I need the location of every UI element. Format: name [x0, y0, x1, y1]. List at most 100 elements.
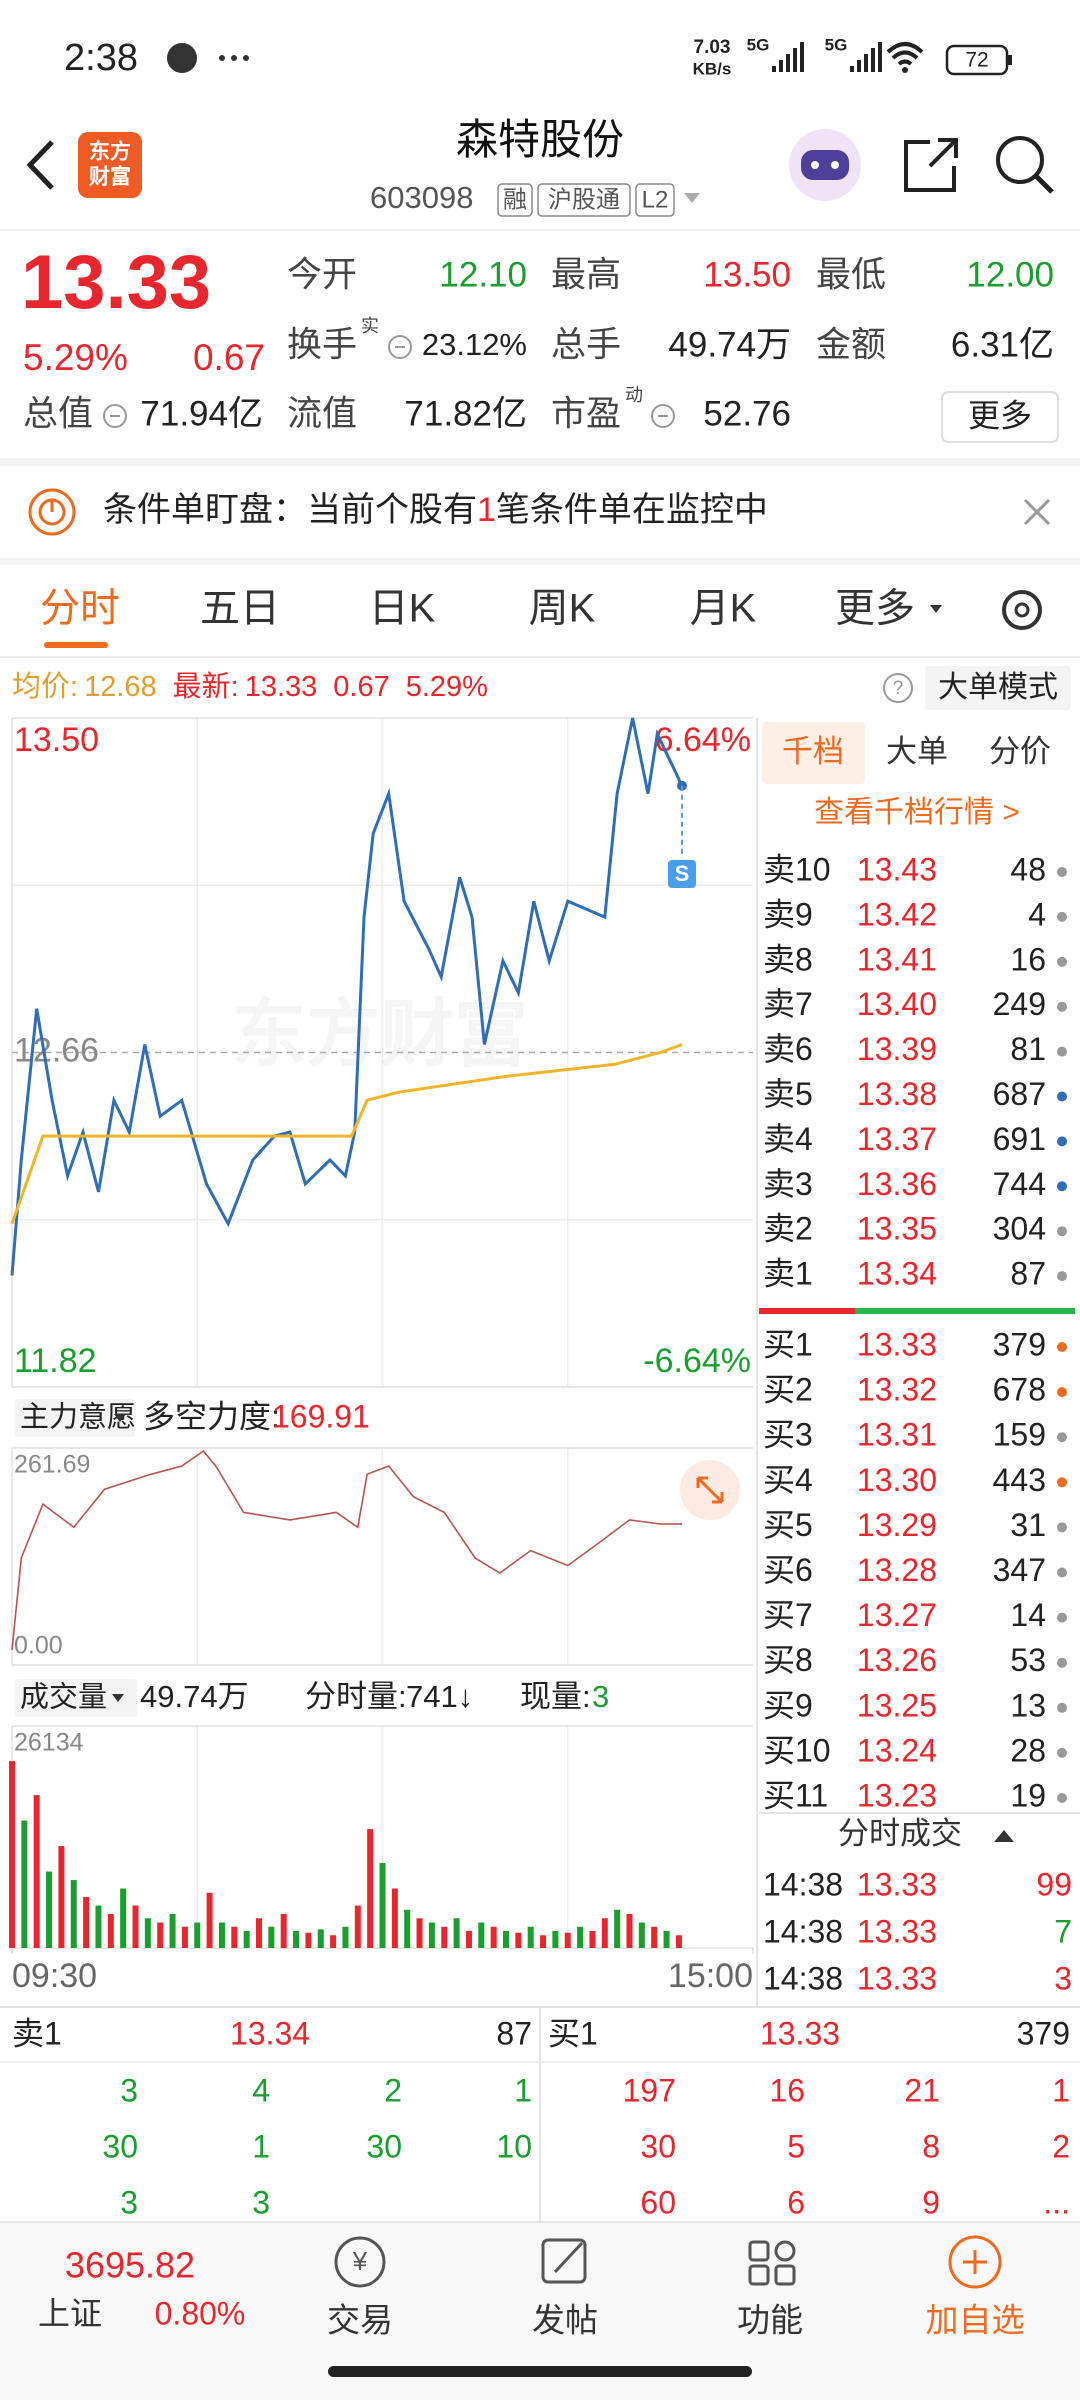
trades-title[interactable]: 分时成交 — [838, 1816, 962, 1851]
volume-bar — [441, 1926, 448, 1948]
notice-close[interactable] — [1023, 498, 1051, 526]
depth-volume: 81 — [1010, 1031, 1046, 1067]
share-button[interactable] — [904, 138, 958, 192]
ask-queue-volume: 30 — [366, 2128, 402, 2164]
quote-value: 71.94亿 — [140, 394, 263, 433]
depth-dot — [1057, 1181, 1067, 1192]
last-change: 0.67 — [333, 671, 389, 703]
bid-queue-volume: ... — [1043, 2184, 1070, 2220]
nav-icon-glyph: ¥ — [352, 2246, 368, 2276]
ask-queue-volume: 1 — [514, 2072, 532, 2108]
bid-queue-volume: 30 — [640, 2128, 676, 2164]
volume-bar — [21, 1820, 28, 1948]
quote-value: 52.76 — [703, 394, 791, 433]
volume-bar — [465, 1931, 472, 1948]
depth-label: 买10 — [763, 1732, 831, 1768]
nav-item[interactable]: 交易 — [327, 2302, 393, 2339]
signal-badge-letter: S — [675, 861, 690, 886]
indicator-label: 多空力度: — [143, 1398, 280, 1434]
quote-value: 23.12% — [422, 327, 527, 362]
depth-tab[interactable]: 大单 — [886, 734, 948, 769]
assistant-face — [801, 150, 849, 180]
depth-label: 买5 — [763, 1507, 813, 1543]
x-tick-label: 09:30 — [12, 1957, 97, 1995]
volume-bar — [206, 1892, 213, 1948]
depth-tab[interactable]: 分价 — [989, 734, 1051, 769]
bid-queue-volume: 2 — [1052, 2128, 1070, 2164]
depth-dot — [1057, 1702, 1067, 1713]
period-tab[interactable]: 周K — [529, 587, 596, 631]
depth-price: 13.36 — [857, 1166, 937, 1202]
period-tab[interactable]: 更多 — [835, 587, 915, 631]
nav-item[interactable]: 加自选 — [926, 2302, 1025, 2339]
trade-time: 14:38 — [763, 1866, 843, 1902]
depth-split-green — [855, 1308, 1075, 1314]
depth-volume: 4 — [1028, 896, 1046, 932]
trade-price: 13.33 — [857, 1913, 937, 1949]
trade-volume: 99 — [1036, 1866, 1072, 1902]
nav-icon — [748, 2264, 770, 2286]
volume-bar — [231, 1926, 238, 1948]
stock-code: 603098 — [370, 180, 473, 215]
period-tab[interactable]: 月K — [690, 587, 757, 631]
last-price: 13.33 — [21, 240, 211, 325]
nav-item[interactable]: 发帖 — [532, 2302, 598, 2339]
change-pct: 5.29% — [23, 337, 128, 378]
period-tab[interactable]: 分时 — [40, 587, 120, 631]
mode-button-label[interactable]: 大单模式 — [938, 671, 1058, 704]
bid-queue-volume: 1 — [1052, 2072, 1070, 2108]
back-button[interactable] — [26, 140, 54, 190]
depth-price: 13.27 — [857, 1597, 937, 1633]
depth-volume: 159 — [993, 1417, 1046, 1453]
y-tick-label: 13.50 — [14, 721, 99, 759]
quote-label: 最低 — [816, 255, 886, 294]
volume-bar — [70, 1880, 77, 1948]
depth-tab[interactable]: 千档 — [782, 734, 844, 769]
more-button-label[interactable]: 更多 — [968, 397, 1032, 433]
ask-queue-volume: 3 — [120, 2072, 138, 2108]
depth-dot — [1057, 1226, 1067, 1237]
status-dots — [243, 55, 249, 61]
quote-label: 换手 — [287, 325, 357, 364]
volume-bar — [95, 1905, 102, 1948]
depth-dot — [1057, 1793, 1067, 1803]
section-gap — [0, 458, 1080, 466]
nav-icon — [553, 2241, 584, 2274]
depth-price: 13.33 — [857, 1326, 937, 1362]
volume-bar — [428, 1922, 435, 1948]
book-bid-price: 13.33 — [760, 2015, 840, 2051]
settings-button[interactable] — [1002, 590, 1042, 630]
depth-link[interactable]: 查看千档行情 > — [814, 796, 1020, 829]
ask-queue-volume: 10 — [496, 2128, 532, 2164]
network-type: 5G — [747, 35, 770, 54]
notice-highlight: 1 — [477, 491, 496, 529]
signal-bar — [779, 60, 783, 72]
nav-item[interactable]: 功能 — [737, 2302, 803, 2339]
depth-price: 13.24 — [857, 1732, 937, 1768]
volume-bar — [577, 1926, 584, 1948]
depth-volume: 744 — [993, 1166, 1046, 1202]
depth-volume: 28 — [1010, 1732, 1046, 1768]
quote-label: 今开 — [287, 255, 357, 294]
depth-volume: 691 — [993, 1121, 1046, 1157]
quote-label: 总手 — [551, 325, 621, 364]
search-button[interactable] — [996, 136, 1044, 184]
info-icon — [651, 404, 675, 428]
series-line — [10, 717, 684, 1276]
depth-volume: 14 — [1010, 1597, 1046, 1633]
quote-label: 金额 — [816, 325, 886, 364]
period-tab[interactable]: 五日 — [200, 587, 280, 631]
bid-queue-volume: 5 — [787, 2128, 805, 2164]
logo — [78, 132, 142, 198]
depth-volume: 19 — [1010, 1777, 1046, 1813]
volume-bar — [107, 1914, 114, 1948]
volume-bar — [218, 1922, 225, 1948]
depth-label: 卖5 — [763, 1076, 813, 1112]
volume-bar — [404, 1909, 411, 1948]
volume-indicator[interactable]: 成交量 — [20, 1681, 107, 1714]
info-icon — [103, 404, 127, 428]
depth-price: 13.38 — [857, 1076, 937, 1112]
tag-box — [635, 183, 675, 217]
period-tab[interactable]: 日K — [369, 587, 436, 631]
volume-bar — [663, 1931, 670, 1948]
